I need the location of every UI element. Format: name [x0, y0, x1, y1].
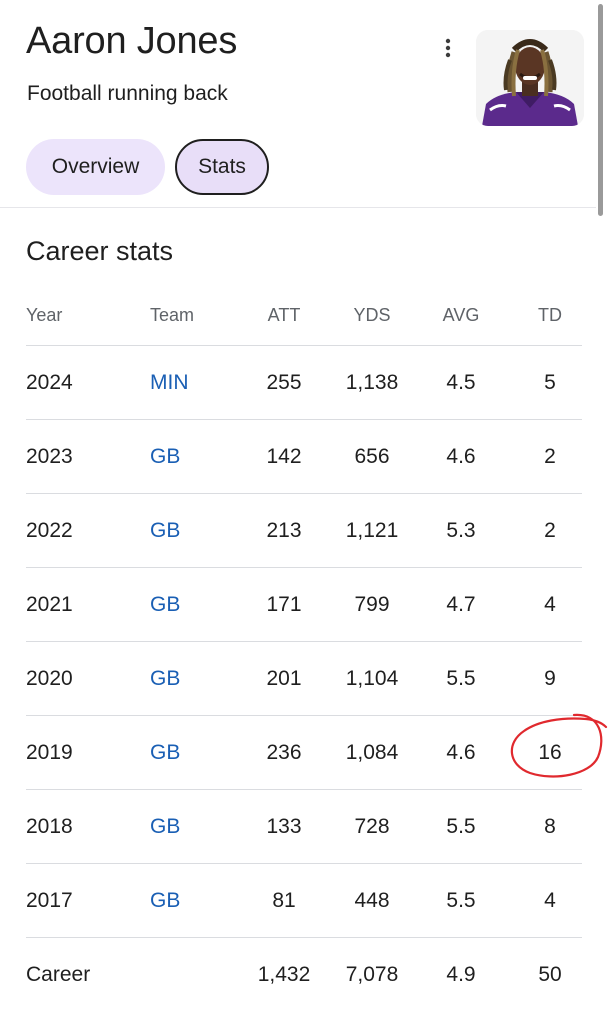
- avg-cell: 4.5: [446, 370, 476, 394]
- team-link[interactable]: GB: [150, 814, 181, 838]
- table-row: 2020 GB 201 1,104 5.5 9: [26, 642, 582, 716]
- section-title: Career stats: [26, 236, 174, 266]
- yds-cell: 1,084: [345, 740, 399, 764]
- column-header-team: Team: [150, 305, 195, 325]
- att-cell: 213: [266, 518, 302, 542]
- player-description: Football running back: [27, 82, 228, 105]
- yds-cell: 656: [354, 444, 390, 468]
- year-cell: 2024: [26, 370, 73, 394]
- tab-stats[interactable]: Stats: [175, 139, 269, 195]
- att-cell: 171: [266, 592, 302, 616]
- yds-cell: 799: [354, 592, 390, 616]
- td-cell: 4: [544, 888, 556, 912]
- column-header-att: ATT: [267, 305, 301, 325]
- att-cell: 133: [266, 814, 302, 838]
- avg-cell: 5.5: [446, 666, 476, 690]
- td-cell: 5: [544, 370, 556, 394]
- year-cell: 2023: [26, 444, 73, 468]
- yds-cell: 1,104: [345, 666, 399, 690]
- career-label: Career: [26, 962, 91, 986]
- att-cell: 236: [266, 740, 302, 764]
- yds-cell: 1,121: [345, 518, 399, 542]
- year-cell: 2018: [26, 814, 73, 838]
- team-link[interactable]: GB: [150, 888, 181, 912]
- att-total-cell: 1,432: [257, 962, 311, 986]
- table-row: 2018 GB 133 728 5.5 8: [26, 790, 582, 864]
- td-cell: 2: [544, 444, 556, 468]
- att-cell: 142: [266, 444, 302, 468]
- career-stats-table: Year Team ATT YDS AVG TD 2024 MIN 255 1,…: [26, 290, 582, 1011]
- avg-cell: 4.6: [446, 444, 476, 468]
- yds-cell: 448: [354, 888, 390, 912]
- column-header-avg: AVG: [442, 305, 480, 325]
- team-link[interactable]: GB: [150, 518, 181, 542]
- td-cell: 2: [544, 518, 556, 542]
- more-vert-icon[interactable]: [436, 36, 460, 60]
- table-header-row: Year Team ATT YDS AVG TD: [26, 290, 582, 346]
- career-total-row: Career 1,432 7,078 4.9 50: [26, 938, 582, 1011]
- team-link[interactable]: GB: [150, 592, 181, 616]
- yds-cell: 728: [354, 814, 390, 838]
- td-cell: 9: [544, 666, 556, 690]
- year-cell: 2020: [26, 666, 73, 690]
- year-cell: 2019: [26, 740, 73, 764]
- avg-total-cell: 4.9: [446, 962, 476, 986]
- avg-cell: 5.3: [446, 518, 476, 542]
- header-divider: [0, 207, 596, 208]
- year-cell: 2017: [26, 888, 73, 912]
- att-cell: 81: [272, 888, 296, 912]
- avg-cell: 5.5: [446, 814, 476, 838]
- yds-total-cell: 7,078: [345, 962, 399, 986]
- td-cell: 4: [544, 592, 556, 616]
- att-cell: 255: [266, 370, 302, 394]
- table-row: 2019 GB 236 1,084 4.6 16: [26, 716, 582, 790]
- table-row: 2022 GB 213 1,121 5.3 2: [26, 494, 582, 568]
- avg-cell: 5.5: [446, 888, 476, 912]
- team-link[interactable]: MIN: [150, 370, 189, 394]
- table-row: 2024 MIN 255 1,138 4.5 5: [26, 346, 582, 420]
- team-link[interactable]: GB: [150, 740, 181, 764]
- team-cell-empty: [150, 938, 250, 1011]
- year-cell: 2021: [26, 592, 73, 616]
- team-link[interactable]: GB: [150, 444, 181, 468]
- td-total-cell: 50: [538, 962, 562, 986]
- column-header-yds: YDS: [353, 305, 391, 325]
- td-cell: 8: [544, 814, 556, 838]
- tab-overview[interactable]: Overview: [26, 139, 165, 195]
- player-name: Aaron Jones: [26, 20, 238, 62]
- yds-cell: 1,138: [345, 370, 399, 394]
- table-row: 2023 GB 142 656 4.6 2: [26, 420, 582, 494]
- column-header-year: Year: [26, 305, 63, 325]
- table-row: 2017 GB 81 448 5.5 4: [26, 864, 582, 938]
- team-link[interactable]: GB: [150, 666, 181, 690]
- scrollbar[interactable]: [598, 4, 603, 216]
- column-header-td: TD: [538, 305, 562, 325]
- table-row: 2021 GB 171 799 4.7 4: [26, 568, 582, 642]
- player-photo[interactable]: [476, 30, 584, 126]
- td-cell: 16: [538, 740, 562, 764]
- att-cell: 201: [266, 666, 302, 690]
- knowledge-panel-header: Aaron Jones Football running back: [0, 0, 608, 208]
- avg-cell: 4.7: [446, 592, 476, 616]
- year-cell: 2022: [26, 518, 73, 542]
- avg-cell: 4.6: [446, 740, 476, 764]
